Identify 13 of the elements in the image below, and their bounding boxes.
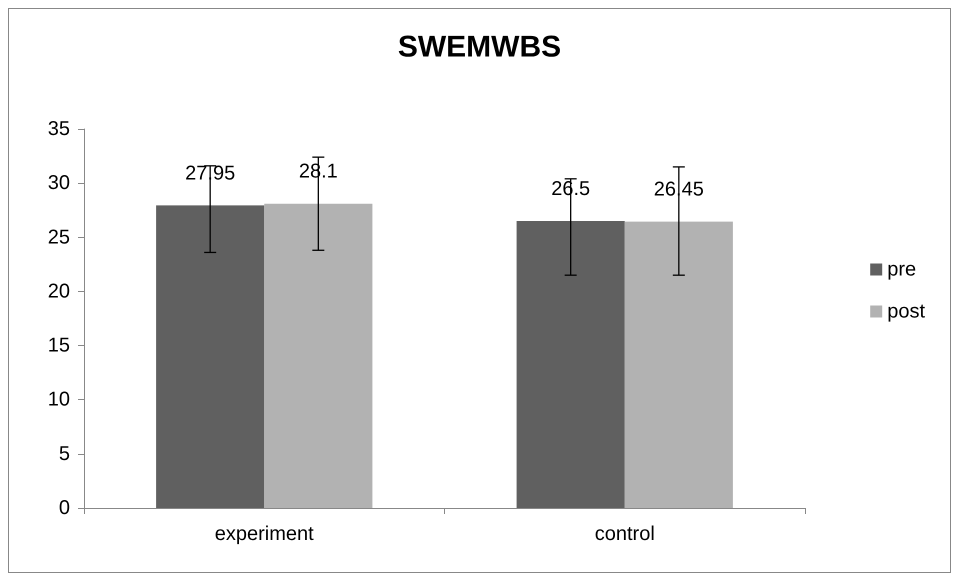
y-tick-label: 15 [48, 334, 70, 357]
y-tick-label: 20 [48, 280, 70, 302]
x-tick-label: experiment [214, 523, 314, 545]
y-tick-label: 35 [48, 118, 70, 140]
y-tick-label: 10 [48, 388, 70, 411]
y-tick-label: 0 [58, 497, 70, 519]
y-tick-label: 25 [48, 226, 70, 248]
y-tick-label: 5 [58, 442, 70, 465]
legend-label: post [887, 300, 926, 322]
chart-title: SWEMWBS [398, 30, 562, 64]
y-tick-label: 30 [48, 172, 70, 194]
x-tick-label: control [594, 523, 655, 545]
legend-label: pre [887, 258, 916, 280]
